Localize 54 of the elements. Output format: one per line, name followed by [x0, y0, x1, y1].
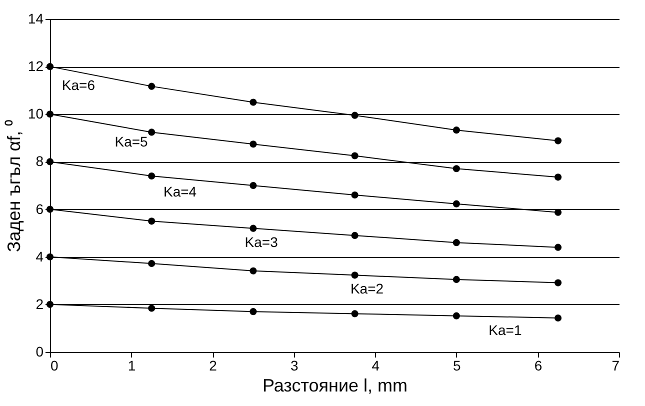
point: [554, 279, 562, 286]
series-label: Ka=5: [114, 134, 148, 150]
point: [351, 272, 358, 279]
point: [250, 182, 257, 190]
point: [452, 200, 460, 208]
point: [554, 208, 562, 216]
point: [554, 174, 562, 181]
x-tick-label: 2: [209, 358, 218, 374]
point: [351, 232, 358, 239]
point: [250, 308, 257, 316]
x-tick-label: 5: [453, 358, 462, 374]
y-tick-label: 6: [36, 200, 44, 217]
point: [148, 128, 156, 136]
x-tick-label: 7: [612, 358, 620, 374]
point: [148, 82, 156, 90]
point: [452, 239, 460, 246]
y-tick-label: 14: [28, 10, 44, 26]
point: [452, 312, 460, 320]
point: [554, 137, 562, 144]
y-tick-label: 4: [36, 248, 44, 264]
point: [148, 260, 156, 268]
point: [250, 224, 257, 232]
series-label: Ka=1: [488, 322, 522, 338]
point: [452, 276, 460, 283]
x-tick-label: 3: [290, 358, 298, 374]
y-tick-label: 10: [28, 106, 44, 122]
y-tick-label: 8: [36, 153, 44, 170]
series-label: Ka=4: [164, 184, 197, 200]
x-tick-label: 0: [50, 358, 58, 374]
point: [250, 140, 257, 148]
x-axis-title: Разстояние l, mm: [262, 376, 408, 396]
y-tick-label: 12: [28, 58, 44, 74]
x-tick-label: 4: [372, 358, 380, 374]
point: [554, 244, 562, 251]
point: [554, 314, 562, 322]
point: [452, 126, 460, 134]
series-label: Ka=2: [350, 280, 384, 297]
point: [351, 112, 358, 119]
series-label: Ka=3: [244, 234, 278, 250]
x-tick-label: 6: [534, 358, 542, 374]
point: [351, 191, 358, 199]
y-axis-title: Заден ъгъл αf, ⁰: [4, 120, 24, 252]
point: [148, 218, 156, 225]
point: [250, 267, 257, 274]
point: [452, 165, 460, 172]
series-label: Ka=6: [62, 77, 96, 94]
point: [148, 172, 156, 180]
point: [148, 304, 156, 312]
point: [351, 310, 358, 318]
point: [351, 152, 358, 160]
x-tick-label: 1: [128, 358, 136, 374]
y-tick-label: 0: [36, 344, 44, 360]
y-tick-label: 2: [36, 296, 44, 312]
point: [250, 98, 257, 106]
